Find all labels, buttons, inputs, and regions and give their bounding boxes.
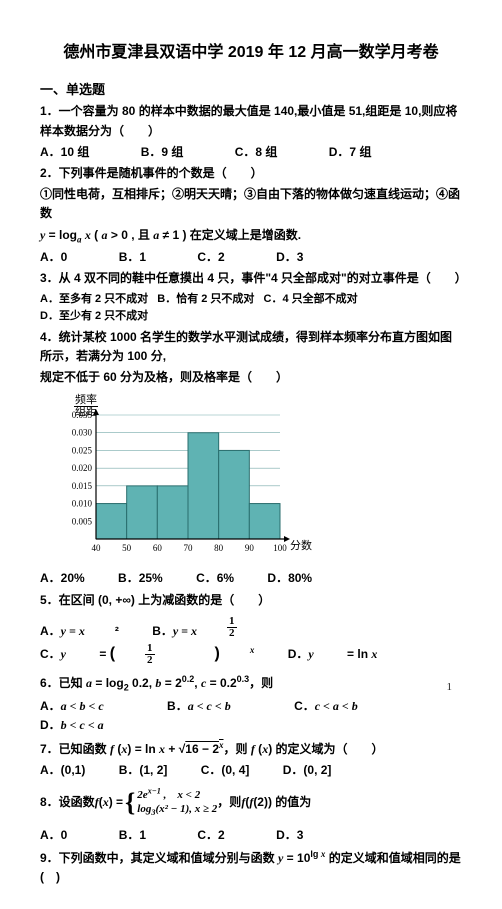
q2-opt-a: A．0	[40, 248, 67, 267]
q5-opt-d: D．y = ln x	[288, 645, 408, 664]
q8-opt-a: A．0	[40, 826, 67, 845]
svg-text:0.035: 0.035	[72, 410, 93, 420]
exam-title: 德州市夏津县双语中学 2019 年 12 月高一数学月考卷	[40, 40, 462, 66]
svg-text:0.030: 0.030	[72, 428, 93, 438]
q8-opt-d: D．3	[276, 826, 303, 845]
q2-eq: y = loga x ( a > 0 , 且 a ≠ 1 ) 在定义域上是增函数…	[40, 226, 462, 247]
section-1-heading: 一、单选题	[40, 80, 462, 101]
q5-options: A．y = x² B．y = x12 C．y = (12)x D．y = ln …	[40, 616, 462, 667]
q3-options: A．至多有 2 只不成对 B．恰有 2 只不成对 C．4 只全部不成对 D．至少…	[40, 291, 462, 326]
svg-text:70: 70	[184, 543, 194, 553]
page-number: 1	[447, 679, 453, 697]
q3-text: 3．从 4 双不同的鞋中任意摸出 4 只，事件"4 只全部成对"的对立事件是（ …	[40, 269, 462, 288]
histogram-svg: 0.005 0.010 0.015 0.020 0.025 0.030 0.035 40 50 6…	[50, 409, 300, 559]
q7-opt-d: D．(0, 2]	[283, 761, 332, 780]
q3-opt-c: C．4 只全部不成对	[264, 291, 358, 309]
q2-text: 2．下列事件是随机事件的个数是（ ）	[40, 164, 462, 183]
svg-text:0.015: 0.015	[72, 481, 93, 491]
q4-opt-a: A．20%	[40, 569, 85, 588]
q3-opt-d: D．至少有 2 只不成对	[40, 308, 148, 326]
svg-text:0.020: 0.020	[72, 464, 93, 474]
q1-opt-b: B．9 组	[141, 143, 184, 162]
q8-opt-b: B．1	[119, 826, 146, 845]
q1-options: A．10 组 B．9 组 C．8 组 D．7 组	[40, 143, 462, 162]
q6-opt-c: C．c < a < b	[294, 697, 388, 716]
q7-options: A．(0,1) B．(1, 2] C．(0, 4] D．(0, 2]	[40, 761, 462, 780]
q5-opt-a: A．y = x²	[40, 622, 119, 641]
q8-options: A．0 B．1 C．2 D．3	[40, 826, 462, 845]
svg-text:40: 40	[92, 543, 102, 553]
q6-opt-b: B．a < c < b	[167, 697, 261, 716]
q2-opt-b: B．1	[119, 248, 146, 267]
q8-piece1: 2ex−1 , x < 2	[137, 789, 200, 801]
q1-opt-a: A．10 组	[40, 143, 89, 162]
q5-text: 5．在区间 (0, +∞) 上为减函数的是（ ）	[40, 591, 462, 610]
q2-opt-d: D．3	[276, 248, 303, 267]
q7-opt-b: B．(1, 2]	[119, 761, 168, 780]
q1-opt-d: D．7 组	[329, 143, 372, 162]
q3-opt-a: A．至多有 2 只不成对	[40, 291, 148, 309]
svg-text:60: 60	[153, 543, 163, 553]
q2-opt-c: C．2	[197, 248, 224, 267]
q6-opt-d: D．b < c < a	[40, 716, 134, 735]
q7-opt-c: C．(0, 4]	[201, 761, 250, 780]
q3-opt-b: B．恰有 2 只不成对	[157, 291, 254, 309]
q2-sub: ①同性电荷，互相排斥；②明天天晴；③自由下落的物体做匀速直线运动；④函数	[40, 185, 462, 223]
q8-text: 8．设函数 f (x) = { 2ex−1 , x < 2 log3(x² − …	[40, 782, 462, 824]
svg-text:90: 90	[245, 543, 255, 553]
q5-opt-b: B．y = x12	[152, 616, 296, 641]
q4-options: A．20% B．25% C．6% D．80%	[40, 569, 462, 588]
q4-opt-b: B．25%	[118, 569, 163, 588]
q9-text: 9．下列函数中，其定义域和值域分别与函数 y = 10lg x 的定义域和值域相…	[40, 847, 462, 887]
q2-options: A．0 B．1 C．2 D．3	[40, 248, 462, 267]
x-axis-label: 分数	[290, 538, 312, 556]
svg-text:0.010: 0.010	[72, 499, 93, 509]
svg-text:80: 80	[214, 543, 224, 553]
q7-opt-a: A．(0,1)	[40, 761, 85, 780]
q1-text: 1．一个容量为 80 的样本中数据的最大值是 140,最小值是 51,组距是 1…	[40, 102, 462, 140]
q1-opt-c: C．8 组	[235, 143, 278, 162]
q4-text-a: 4．统计某校 1000 名学生的数学水平测试成绩，得到样本频率分布直方图如图所示…	[40, 328, 462, 366]
q6-text: 6．已知 a = log2 0.2, b = 20.2, c = 0.20.3，…	[40, 672, 462, 695]
q6-options: A．a < b < c B．a < c < b C．c < a < b D．b …	[40, 697, 462, 735]
svg-text:0.025: 0.025	[72, 446, 93, 456]
svg-text:50: 50	[122, 543, 131, 553]
q4-text-b: 规定不低于 60 分为及格，则及格率是（ ）	[40, 368, 462, 387]
q7-text: 7．已知函数 f (x) = ln x + √16 − 2x，则 f (x) 的…	[40, 738, 462, 759]
histogram-chart: 频率 组距 0.0050.0100.0150.0200.0250.0300.03…	[50, 395, 310, 565]
q8-opt-c: C．2	[197, 826, 224, 845]
q8-piece2: log3(x² − 1), x ≥ 2	[137, 803, 217, 815]
q4-opt-d: D．80%	[267, 569, 312, 588]
svg-text:100: 100	[273, 543, 287, 553]
q6-opt-a: A．a < b < c	[40, 697, 134, 716]
q5-opt-c: C．y = (12)x	[40, 641, 254, 667]
svg-text:0.005: 0.005	[72, 517, 93, 527]
q4-opt-c: C．6%	[196, 569, 234, 588]
